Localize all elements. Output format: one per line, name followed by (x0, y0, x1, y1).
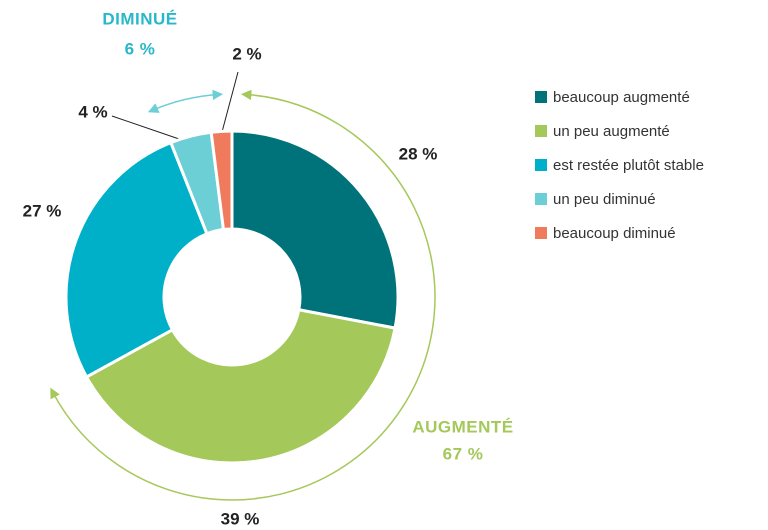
group-title: DIMINUÉ (102, 9, 177, 28)
legend-swatch (535, 193, 547, 205)
data-label: 27 % (23, 201, 62, 220)
group-value: 6 % (125, 39, 156, 58)
legend-label: un peu augmenté (553, 123, 670, 140)
data-label: 4 % (78, 102, 107, 121)
group-value: 67 % (443, 444, 484, 463)
legend-swatch (535, 91, 547, 103)
slice (64, 140, 209, 380)
group-title: AUGMENTÉ (412, 417, 513, 436)
data-label: 39 % (221, 509, 260, 528)
slice (209, 129, 234, 232)
legend-swatch (535, 125, 547, 137)
leader-line (221, 71, 239, 133)
group-arc (50, 89, 436, 501)
legend-label: est restée plutôt stable (553, 157, 704, 174)
legend-label: beaucoup diminué (553, 225, 676, 242)
legend-label: beaucoup augmenté (553, 89, 690, 106)
group-arc (147, 89, 224, 113)
data-label: 28 % (399, 144, 438, 163)
legend-swatch (535, 227, 547, 239)
slice (84, 307, 397, 465)
legend-swatch (535, 159, 547, 171)
data-label: 2 % (232, 44, 261, 63)
slice (230, 129, 400, 330)
legend-label: un peu diminué (553, 191, 656, 208)
leader-line (111, 115, 183, 141)
